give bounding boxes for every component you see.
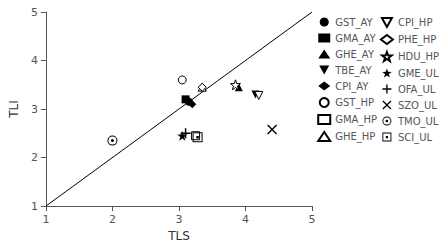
svg-text:GMA_HP: GMA_HP [335, 114, 377, 126]
svg-text:GST_HP: GST_HP [335, 97, 374, 109]
svg-text:GMA_AY: GMA_AY [335, 33, 376, 45]
svg-text:PHE_HP: PHE_HP [398, 34, 436, 46]
svg-text:SZO_UL: SZO_UL [398, 100, 437, 112]
svg-text:CPI_AY: CPI_AY [335, 81, 369, 93]
svg-text:1: 1 [42, 213, 49, 226]
svg-text:SCI_UL: SCI_UL [398, 132, 433, 144]
svg-text:2: 2 [31, 151, 38, 164]
svg-text:GST_AY: GST_AY [335, 17, 373, 29]
svg-text:GME_UL: GME_UL [398, 68, 439, 80]
svg-text:TLI: TLI [7, 100, 21, 119]
svg-text:GHE_HP: GHE_HP [335, 131, 375, 143]
svg-text:2: 2 [109, 213, 116, 226]
svg-text:CPI_HP: CPI_HP [398, 17, 433, 29]
svg-text:TBE_AY: TBE_AY [334, 65, 372, 77]
svg-text:5: 5 [31, 6, 38, 19]
svg-text:3: 3 [31, 103, 38, 116]
svg-text:HDU_HP: HDU_HP [398, 51, 439, 63]
svg-text:5: 5 [309, 213, 316, 226]
svg-text:TMO_UL: TMO_UL [397, 116, 439, 128]
svg-text:4: 4 [242, 213, 249, 226]
svg-text:GHE_AY: GHE_AY [335, 49, 375, 61]
svg-text:OFA_UL: OFA_UL [398, 84, 436, 96]
svg-text:TLS: TLS [167, 229, 190, 243]
svg-text:4: 4 [31, 54, 38, 67]
svg-text:1: 1 [31, 200, 38, 213]
svg-text:3: 3 [175, 213, 182, 226]
